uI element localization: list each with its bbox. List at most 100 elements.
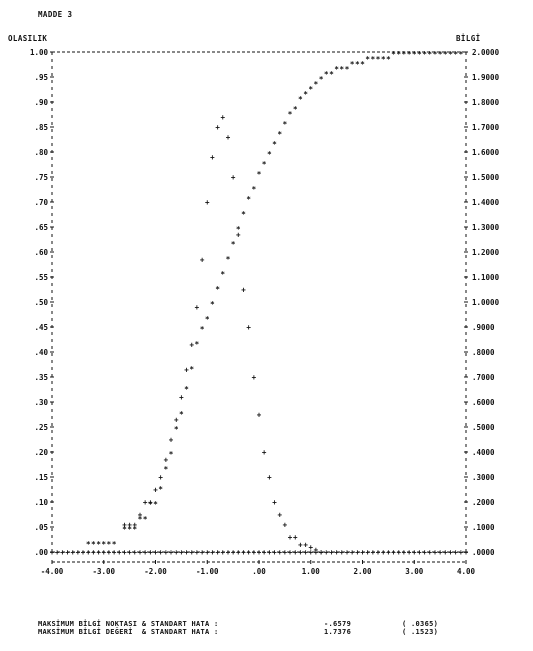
- series-3-point: +: [262, 448, 267, 457]
- series-1-point: +: [407, 548, 412, 557]
- y2-tick-label: 1.7000: [472, 123, 500, 132]
- series-3-point: +: [236, 231, 241, 240]
- series-2-point: *: [453, 50, 458, 59]
- series-3-point: +: [195, 303, 200, 312]
- series-1-point: +: [308, 548, 313, 557]
- y2-tick-label: .0000: [472, 548, 495, 557]
- series-1-point: +: [267, 548, 272, 557]
- series-3-point: +: [127, 521, 132, 530]
- series-3-point: +: [169, 436, 174, 445]
- series-2-point: *: [298, 95, 303, 104]
- series-3-point: +: [205, 198, 210, 207]
- series-2-point: *: [376, 55, 381, 64]
- series-1-point: +: [334, 548, 339, 557]
- series-1-point: +: [376, 548, 381, 557]
- series-1-point: +: [86, 548, 91, 557]
- y-tick-label: .40: [34, 348, 48, 357]
- series-2-point: *: [293, 105, 298, 114]
- series-1-point: +: [117, 548, 122, 557]
- series-3-point: +: [283, 521, 288, 530]
- series-2-point: *: [283, 120, 288, 129]
- series-2-point: *: [86, 540, 91, 549]
- series-2-point: *: [396, 50, 401, 59]
- x-tick-label: 1.00: [302, 567, 321, 576]
- series-1-point: +: [262, 548, 267, 557]
- y-tick-label: .90: [34, 98, 48, 107]
- series-1-point: +: [252, 548, 257, 557]
- series-2-point: *: [412, 50, 417, 59]
- series-3-point: +: [184, 366, 189, 375]
- series-1-point: +: [402, 548, 407, 557]
- max-info-value-label: MAKSİMUM BİLGİ DEĞERİ & STANDART HATA :: [38, 628, 219, 636]
- y2-tick-label: 1.6000: [472, 148, 500, 157]
- series-1-point: +: [138, 548, 143, 557]
- y2-tick-label: .7000: [472, 373, 495, 382]
- series-1-point: +: [257, 548, 262, 557]
- series-1-point: +: [169, 548, 174, 557]
- series-1-point: +: [101, 548, 106, 557]
- series-3-point: +: [298, 541, 303, 550]
- series-2-point: *: [402, 50, 407, 59]
- y-tick-label: 1.00: [30, 48, 49, 57]
- series-2-point: *: [112, 540, 117, 549]
- series-2-point: *: [277, 130, 282, 139]
- series-3-point: +: [314, 546, 319, 555]
- series-1-point: +: [329, 548, 334, 557]
- series-1-point: +: [277, 548, 282, 557]
- series-2-point: *: [350, 60, 355, 69]
- y-tick-label: .30: [34, 398, 48, 407]
- series-3-point: +: [267, 473, 272, 482]
- x-tick-label: 4.00: [457, 567, 476, 576]
- series-2-point: *: [303, 90, 308, 99]
- y2-tick-label: .5000: [472, 423, 495, 432]
- y2-tick-label: 1.5000: [472, 173, 500, 182]
- series-1-point: +: [50, 548, 55, 557]
- x-tick-label: 3.00: [405, 567, 424, 576]
- series-1-point: +: [205, 548, 210, 557]
- series-2-point: *: [438, 50, 443, 59]
- max-info-value-se: ( .1523): [402, 628, 439, 636]
- series-2-point: *: [127, 525, 132, 534]
- series-1-point: +: [355, 548, 360, 557]
- series-1-point: +: [433, 548, 438, 557]
- series-1-point: +: [107, 548, 112, 557]
- series-2-point: *: [169, 450, 174, 459]
- series-3-point: +: [319, 548, 324, 557]
- series-1-point: +: [164, 548, 169, 557]
- y-tick-label: .20: [34, 448, 48, 457]
- series-1-point: +: [189, 548, 194, 557]
- series-1-point: +: [148, 548, 153, 557]
- series-2-point: *: [288, 110, 293, 119]
- series-2-point: *: [459, 50, 464, 59]
- series-1-point: +: [226, 548, 231, 557]
- series-1-point: +: [448, 548, 453, 557]
- series-1-point: +: [459, 548, 464, 557]
- series-2-point: *: [340, 65, 345, 74]
- series-2-point: *: [381, 55, 386, 64]
- series-3-point: +: [143, 498, 148, 507]
- series-2-point: *: [226, 255, 231, 264]
- series-2-point: *: [267, 150, 272, 159]
- series-3-point: +: [133, 521, 138, 530]
- y-tick-label: .70: [34, 198, 48, 207]
- series-2-point: *: [96, 540, 101, 549]
- series-1-point: +: [55, 548, 60, 557]
- series-1-point: +: [350, 548, 355, 557]
- y2-tick-label: 1.4000: [472, 198, 500, 207]
- series-3-point: +: [174, 416, 179, 425]
- series-2-point: *: [231, 240, 236, 249]
- y-tick-label: .85: [34, 123, 48, 132]
- series-1-point: +: [236, 548, 241, 557]
- page-title: MADDE 3: [38, 10, 73, 19]
- series-1-point: +: [210, 548, 215, 557]
- y2-tick-label: .9000: [472, 323, 495, 332]
- series-1-point: +: [158, 548, 163, 557]
- series-2-point: *: [148, 500, 153, 509]
- series-1-point: +: [428, 548, 433, 557]
- y-tick-label: .55: [34, 273, 48, 282]
- series-1-point: +: [112, 548, 117, 557]
- series-1-point: +: [340, 548, 345, 557]
- series-2-point: *: [428, 50, 433, 59]
- series-2-point: *: [101, 540, 106, 549]
- series-1-point: +: [215, 548, 220, 557]
